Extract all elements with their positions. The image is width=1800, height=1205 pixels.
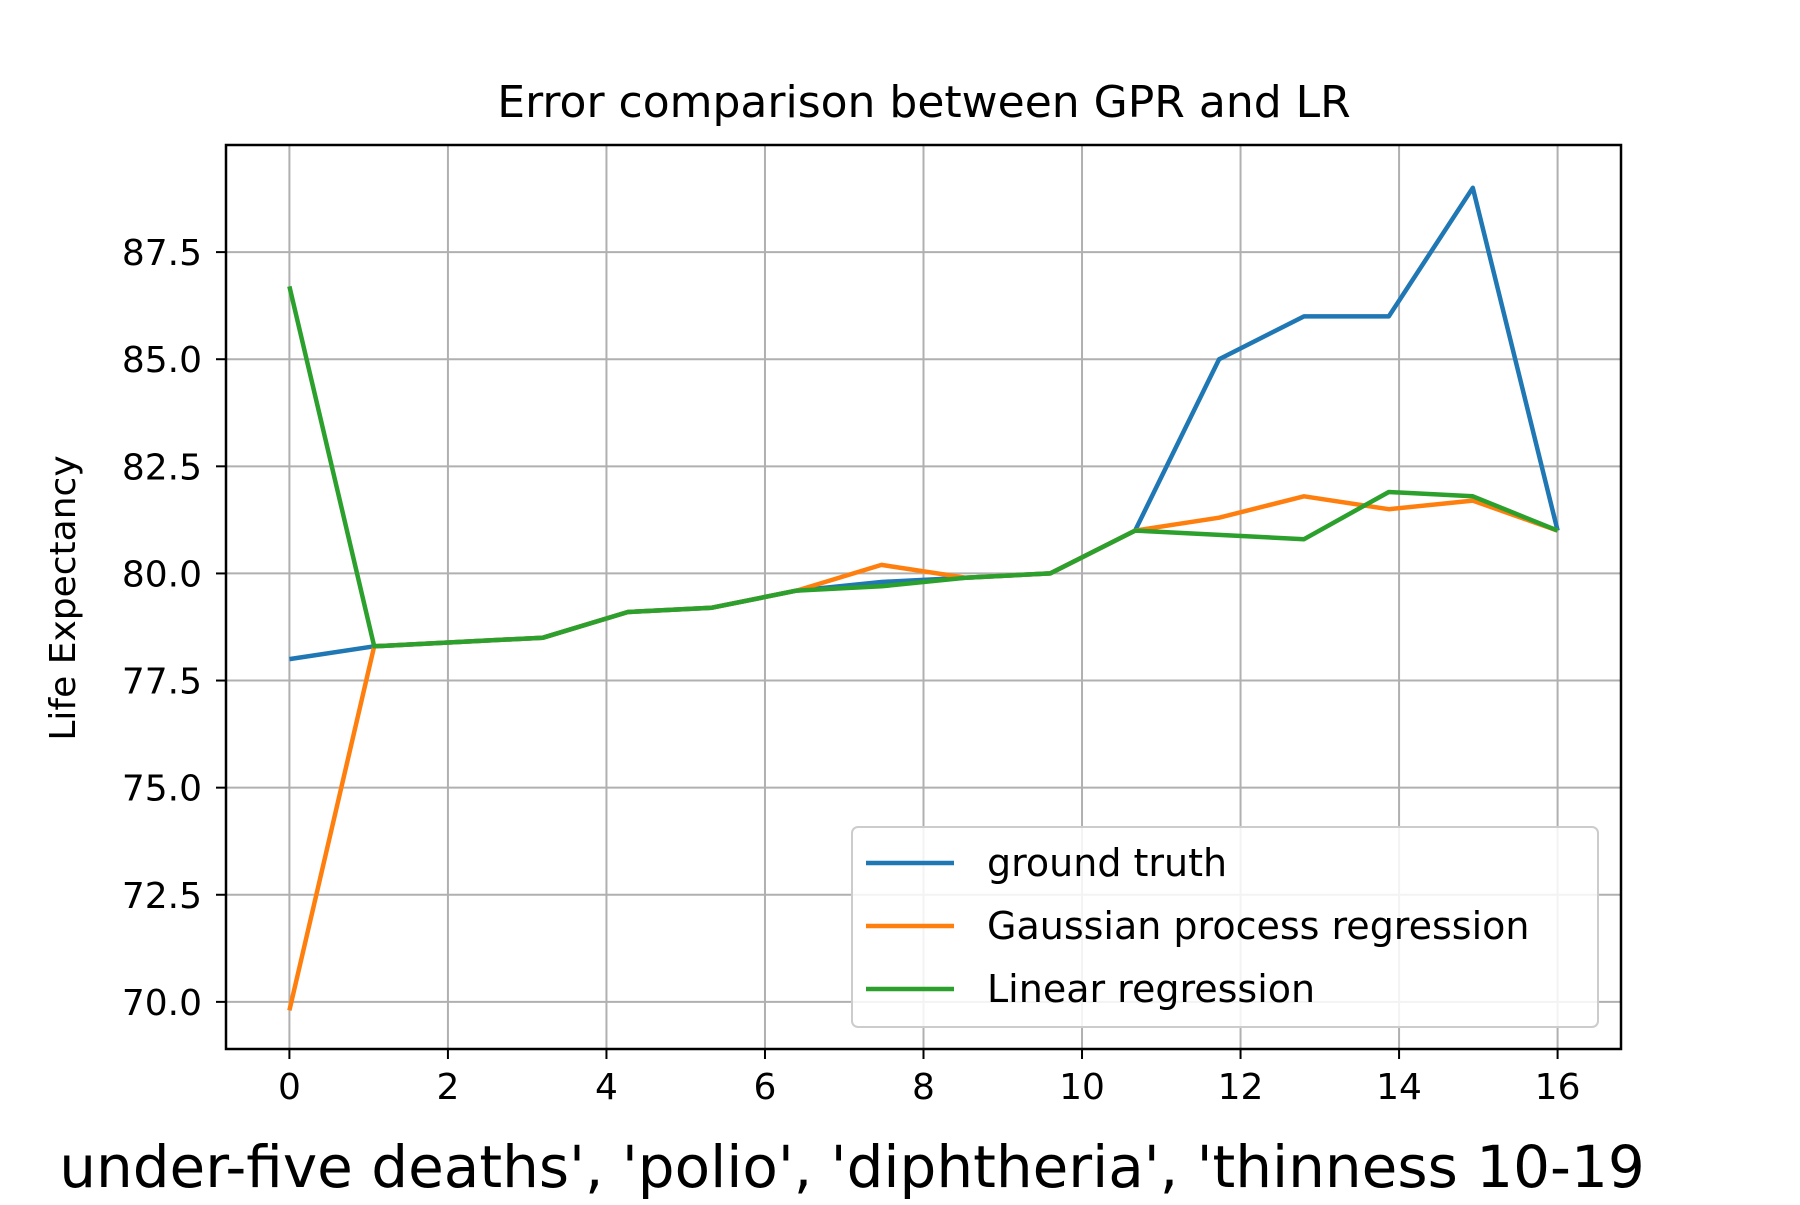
x-tick-label: 6 bbox=[754, 1067, 777, 1108]
y-tick-label: 82.5 bbox=[122, 447, 202, 488]
y-tick-label: 75.0 bbox=[122, 769, 202, 810]
x-tick-label: 8 bbox=[912, 1067, 935, 1108]
x-tick-label: 14 bbox=[1376, 1067, 1422, 1108]
legend-label: ground truth bbox=[987, 841, 1227, 885]
x-tick-label: 0 bbox=[278, 1067, 301, 1108]
x-axis-label: under-five deaths', 'polio', 'diphtheria… bbox=[59, 1133, 1645, 1200]
series-lines bbox=[287, 185, 1560, 1011]
x-tick-label: 2 bbox=[436, 1067, 459, 1108]
y-tick-label: 70.0 bbox=[122, 983, 202, 1024]
x-tick-label: 4 bbox=[595, 1067, 618, 1108]
x-tick-label: 16 bbox=[1535, 1067, 1581, 1108]
x-tick-label: 10 bbox=[1059, 1067, 1105, 1108]
legend-box bbox=[851, 826, 1599, 1028]
y-axis-label: Life Expectancy bbox=[43, 455, 84, 740]
y-tick-label: 72.5 bbox=[122, 876, 202, 917]
series-line-3 bbox=[287, 285, 1559, 649]
y-axis-ticks: 70.0 72.5 75.0 77.5 80.0 82.5 85.0 87.5 bbox=[122, 233, 226, 1024]
legend-label: Gaussian process regression bbox=[987, 904, 1529, 948]
y-tick-label: 87.5 bbox=[122, 233, 202, 274]
legend: ground truth Gaussian process regression L… bbox=[851, 826, 1599, 1028]
y-tick-label: 80.0 bbox=[122, 554, 202, 595]
y-tick-label: 85.0 bbox=[122, 340, 202, 381]
y-tick-label: 77.5 bbox=[122, 662, 202, 703]
x-axis-ticks: 0 2 4 6 8 10 12 14 16 bbox=[278, 1049, 1581, 1108]
chart-title: Error comparison between GPR and LR bbox=[497, 77, 1350, 128]
x-tick-label: 12 bbox=[1218, 1067, 1264, 1108]
legend-label: Linear regression bbox=[987, 967, 1315, 1011]
